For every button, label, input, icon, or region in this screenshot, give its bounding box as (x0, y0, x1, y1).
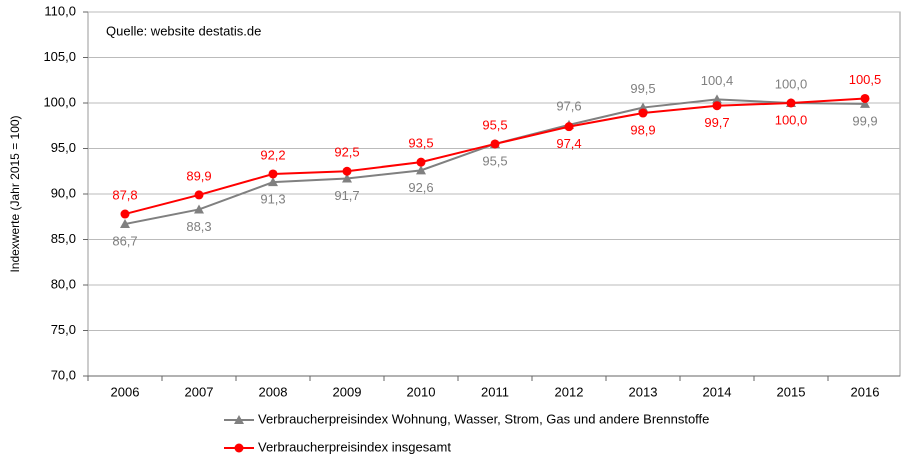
data-label: 95,5 (482, 153, 507, 168)
marker (342, 173, 352, 183)
data-label: 100,0 (775, 76, 808, 91)
marker (268, 177, 278, 187)
data-label: 97,6 (556, 98, 581, 113)
y-tick-label: 75,0 (51, 322, 76, 337)
y-tick-label: 80,0 (51, 276, 76, 291)
data-label: 100,0 (775, 112, 808, 127)
x-tick-label: 2012 (555, 384, 584, 399)
x-tick-label: 2009 (333, 384, 362, 399)
marker (712, 101, 722, 111)
x-tick-label: 2010 (407, 384, 436, 399)
marker (712, 94, 722, 104)
marker (490, 139, 500, 149)
y-axis-label: Indexwerte (Jahr 2015 = 100) (8, 115, 22, 272)
marker (860, 93, 870, 103)
marker (268, 169, 278, 179)
x-tick-label: 2015 (777, 384, 806, 399)
data-label: 99,5 (630, 81, 655, 96)
x-tick-label: 2014 (703, 384, 732, 399)
data-label: 88,3 (186, 219, 211, 234)
marker (234, 443, 244, 453)
marker (194, 190, 204, 200)
data-label: 99,9 (852, 113, 877, 128)
marker (416, 157, 426, 167)
marker (194, 204, 204, 214)
x-tick-label: 2007 (185, 384, 214, 399)
y-tick-label: 110,0 (44, 3, 76, 18)
data-label: 92,2 (260, 147, 285, 162)
data-label: 95,5 (482, 117, 507, 132)
x-tick-label: 2006 (111, 384, 140, 399)
marker (120, 209, 130, 219)
marker (342, 166, 352, 176)
data-label: 97,4 (556, 136, 581, 151)
y-tick-label: 70,0 (51, 367, 76, 382)
annotation: Quelle: website destatis.de (106, 23, 261, 38)
data-label: 86,7 (112, 233, 137, 248)
y-tick-label: 95,0 (51, 140, 76, 155)
data-label: 87,8 (112, 187, 137, 202)
marker (564, 122, 574, 132)
data-label: 91,7 (334, 188, 359, 203)
data-label: 99,7 (704, 115, 729, 130)
legend-label: Verbraucherpreisindex Wohnung, Wasser, S… (258, 411, 709, 426)
marker (860, 98, 870, 108)
y-tick-label: 100,0 (43, 94, 76, 109)
data-label: 98,9 (630, 122, 655, 137)
legend-label: Verbraucherpreisindex insgesamt (258, 439, 451, 454)
marker (120, 219, 130, 229)
x-tick-label: 2011 (481, 384, 509, 399)
data-label: 89,9 (186, 168, 211, 183)
marker (638, 108, 648, 118)
x-tick-label: 2013 (629, 384, 658, 399)
data-label: 92,6 (408, 180, 433, 195)
marker (234, 415, 244, 424)
data-label: 100,4 (701, 73, 734, 88)
marker (786, 98, 796, 108)
data-label: 100,5 (849, 72, 882, 87)
marker (416, 165, 426, 175)
data-label: 92,5 (334, 145, 359, 160)
y-tick-label: 90,0 (51, 185, 76, 200)
data-label: 93,5 (408, 136, 433, 151)
y-tick-label: 105,0 (43, 49, 76, 64)
x-tick-label: 2016 (851, 384, 880, 399)
y-tick-label: 85,0 (51, 231, 76, 246)
data-label: 91,3 (260, 192, 285, 207)
x-tick-label: 2008 (259, 384, 288, 399)
